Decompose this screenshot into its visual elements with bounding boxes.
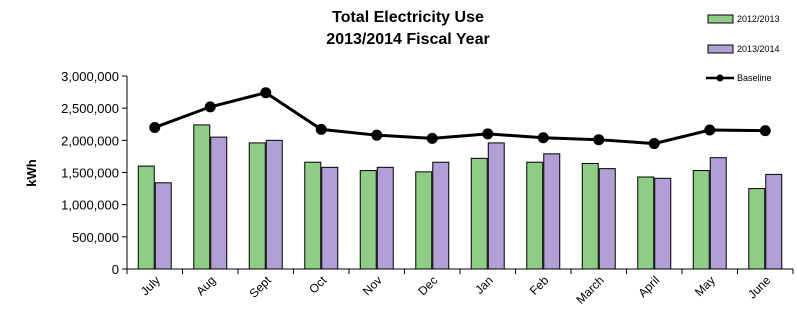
x-tick-label-sept: Sept (247, 273, 275, 301)
bar-2013-2014-dec (432, 161, 450, 270)
bar-2013-2014-april (654, 177, 672, 270)
x-axis-labels: July Aug Sept Oct Nov Dec Jan Feb March April May J… (138, 273, 774, 307)
bar-2012-2013-may (692, 170, 710, 270)
baseline-point-april (648, 138, 660, 150)
bar-2012-2013-dec (415, 171, 433, 270)
bar-2012-2013-feb (526, 161, 544, 270)
y-tick-label: 500,000 (72, 230, 119, 245)
x-tick-label-may: May (692, 273, 718, 299)
bars-group (137, 124, 783, 270)
chart-title-line-2: 2013/2014 Fiscal Year (326, 31, 489, 48)
y-tick-label: 0 (112, 262, 119, 277)
bar-2013-2014-nov (376, 166, 394, 270)
x-tick-label-feb: Feb (527, 273, 552, 298)
baseline-point-june (759, 125, 771, 137)
chart-title-line-1: Total Electricity Use (332, 9, 484, 26)
bar-2013-2014-feb (543, 153, 561, 270)
x-tick-label-nov: Nov (360, 273, 385, 298)
bar-2013-2014-aug (210, 136, 228, 270)
baseline-point-may (704, 124, 716, 136)
bar-2012-2013-oct (304, 161, 322, 270)
x-tick-label-july: July (138, 273, 163, 298)
baseline-line (154, 91, 766, 146)
baseline-point-feb (537, 132, 549, 144)
axes (126, 76, 794, 274)
bar-2012-2013-nov (359, 170, 377, 270)
legend-label-2012-2013: 2012/2013 (737, 14, 780, 24)
bar-2013-2014-jan (487, 142, 505, 270)
y-tick-label: 3,000,000 (61, 69, 119, 84)
y-tick-label: 2,500,000 (61, 101, 119, 116)
bar-2013-2014-sept (265, 139, 283, 270)
baseline-point-nov (371, 129, 383, 141)
baseline-point-oct (315, 123, 327, 135)
legend-swatch-2012-2013 (707, 14, 734, 24)
x-tick-label-june: June (745, 273, 774, 302)
bar-2013-2014-oct (321, 166, 339, 270)
baseline-line-group (149, 87, 771, 150)
legend-swatch-2013-2014 (707, 44, 734, 54)
x-tick-label-dec: Dec (415, 273, 440, 298)
bar-2012-2013-july (137, 165, 155, 270)
baseline-point-march (593, 134, 605, 146)
bar-2012-2013-april (637, 176, 655, 270)
y-tick-label: 1,500,000 (61, 166, 119, 181)
baseline-point-july (149, 121, 161, 133)
x-tick-label-april: April (635, 273, 662, 300)
baseline-point-jan (482, 128, 494, 140)
legend-label-baseline: Baseline (737, 73, 772, 83)
bar-2013-2014-march (598, 168, 616, 270)
legend-label-2013-2014: 2013/2014 (737, 44, 780, 54)
bar-2012-2013-jan (470, 157, 488, 270)
bar-2012-2013-sept (248, 142, 266, 270)
x-tick-label-jan: Jan (472, 273, 496, 297)
bar-2013-2014-july (154, 182, 172, 270)
bar-2013-2014-june (765, 173, 783, 270)
y-tick-label: 1,000,000 (61, 198, 119, 213)
baseline-point-dec (426, 132, 438, 144)
x-tick-label-march: March (573, 273, 606, 306)
baseline-point-aug (204, 101, 216, 113)
baseline-point-sept (260, 87, 272, 99)
x-tick-label-aug: Aug (193, 273, 218, 298)
legend: 2012/2013 2013/2014 Baseline (706, 14, 780, 83)
x-tick-label-oct: Oct (306, 273, 330, 297)
y-axis-label: kWh (24, 159, 39, 187)
y-tick-label: 2,000,000 (61, 133, 119, 148)
legend-swatch-baseline-marker (716, 74, 724, 82)
bar-2012-2013-march (581, 162, 599, 270)
bar-2012-2013-aug (193, 124, 211, 270)
y-axis-ticks: 0 500,000 1,000,000 1,500,000 2,000,000 2,500… (61, 69, 127, 277)
bar-2012-2013-june (748, 188, 766, 270)
bar-2013-2014-may (709, 157, 727, 270)
